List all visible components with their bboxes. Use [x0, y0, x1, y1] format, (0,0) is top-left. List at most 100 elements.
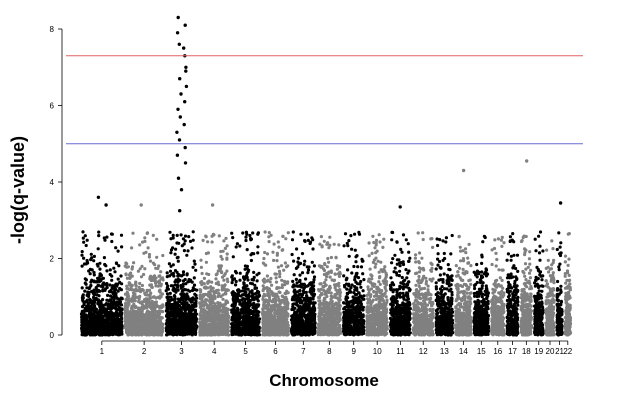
- data-point: [116, 331, 121, 335]
- data-point: [217, 319, 222, 323]
- data-point: [209, 309, 213, 313]
- data-point: [253, 292, 257, 296]
- data-point: [221, 313, 226, 318]
- data-point: [225, 257, 229, 261]
- data-point: [194, 268, 198, 272]
- data-point: [98, 267, 102, 271]
- data-point: [199, 329, 203, 333]
- data-point: [127, 317, 132, 321]
- data-point: [247, 322, 251, 326]
- data-point: [109, 298, 113, 303]
- data-point: [81, 293, 85, 297]
- data-point: [299, 232, 303, 236]
- data-point: [169, 295, 173, 299]
- data-point: [220, 288, 224, 292]
- data-point: [115, 324, 119, 328]
- data-point: [230, 291, 234, 295]
- data-point: [208, 323, 212, 327]
- data-point: [191, 230, 195, 234]
- data-point: [204, 251, 208, 256]
- data-point: [154, 296, 158, 300]
- data-point: [250, 332, 254, 336]
- data-point: [217, 234, 221, 238]
- data-point: [283, 261, 287, 265]
- data-point: [278, 290, 282, 295]
- data-point: [306, 284, 310, 288]
- data-point: [264, 329, 268, 333]
- data-point: [142, 272, 146, 277]
- data-point: [182, 249, 186, 253]
- data-point: [270, 304, 274, 308]
- data-point: [135, 295, 139, 299]
- data-point: [205, 272, 209, 276]
- data-point: [150, 317, 154, 321]
- data-point: [158, 296, 162, 300]
- data-point: [264, 314, 268, 318]
- data-point: [145, 288, 149, 292]
- data-point: [161, 253, 165, 258]
- data-point: [146, 312, 150, 316]
- data-point: [147, 255, 151, 259]
- data-point: [79, 312, 84, 316]
- data-point: [106, 293, 110, 297]
- data-point: [231, 236, 235, 240]
- data-point: [232, 318, 236, 322]
- data-point: [137, 285, 141, 289]
- data-point: [167, 328, 171, 332]
- data-point: [234, 283, 238, 287]
- data-point: [206, 281, 210, 285]
- data-point: [172, 286, 176, 290]
- data-point: [151, 261, 155, 265]
- data-point: [235, 314, 240, 319]
- data-point: [223, 283, 227, 287]
- data-point: [217, 330, 221, 334]
- data-point: [89, 280, 93, 284]
- data-point: [238, 278, 242, 282]
- data-point: [187, 278, 191, 282]
- data-point: [101, 326, 105, 331]
- data-point: [82, 303, 86, 307]
- data-point: [206, 304, 210, 308]
- data-point: [191, 265, 195, 269]
- data-point: [85, 298, 89, 302]
- data-point: [103, 314, 107, 318]
- data-point: [112, 297, 116, 301]
- data-point: [204, 285, 208, 289]
- data-point: [266, 278, 270, 282]
- data-point: [265, 318, 269, 322]
- data-point: [275, 303, 279, 308]
- data-point: [230, 231, 234, 235]
- data-point: [105, 269, 109, 273]
- data-point: [253, 317, 257, 321]
- data-point: [212, 331, 216, 335]
- data-point: [180, 293, 184, 297]
- data-point: [110, 316, 114, 320]
- data-point: [298, 273, 302, 277]
- data-point: [231, 309, 235, 313]
- data-point: [247, 268, 251, 272]
- data-point: [278, 272, 282, 276]
- data-point: [179, 233, 183, 237]
- data-point: [218, 305, 222, 310]
- data-point: [257, 325, 261, 329]
- data-point: [95, 288, 99, 292]
- data-point: [243, 299, 247, 303]
- data-point: [155, 255, 159, 259]
- data-point: [247, 330, 251, 334]
- data-point: [274, 298, 278, 302]
- data-point: [276, 328, 280, 332]
- data-point: [276, 265, 280, 269]
- data-point: [174, 247, 178, 251]
- data-point: [119, 331, 123, 335]
- data-point: [253, 286, 257, 290]
- data-point: [161, 310, 165, 314]
- data-point: [84, 278, 88, 282]
- data-point: [277, 308, 281, 312]
- data-point: [105, 317, 110, 321]
- data-point: [281, 234, 285, 238]
- data-point: [225, 269, 229, 273]
- data-point: [230, 281, 234, 285]
- data-point: [146, 318, 151, 322]
- data-point: [249, 237, 253, 241]
- data-point: [133, 305, 137, 310]
